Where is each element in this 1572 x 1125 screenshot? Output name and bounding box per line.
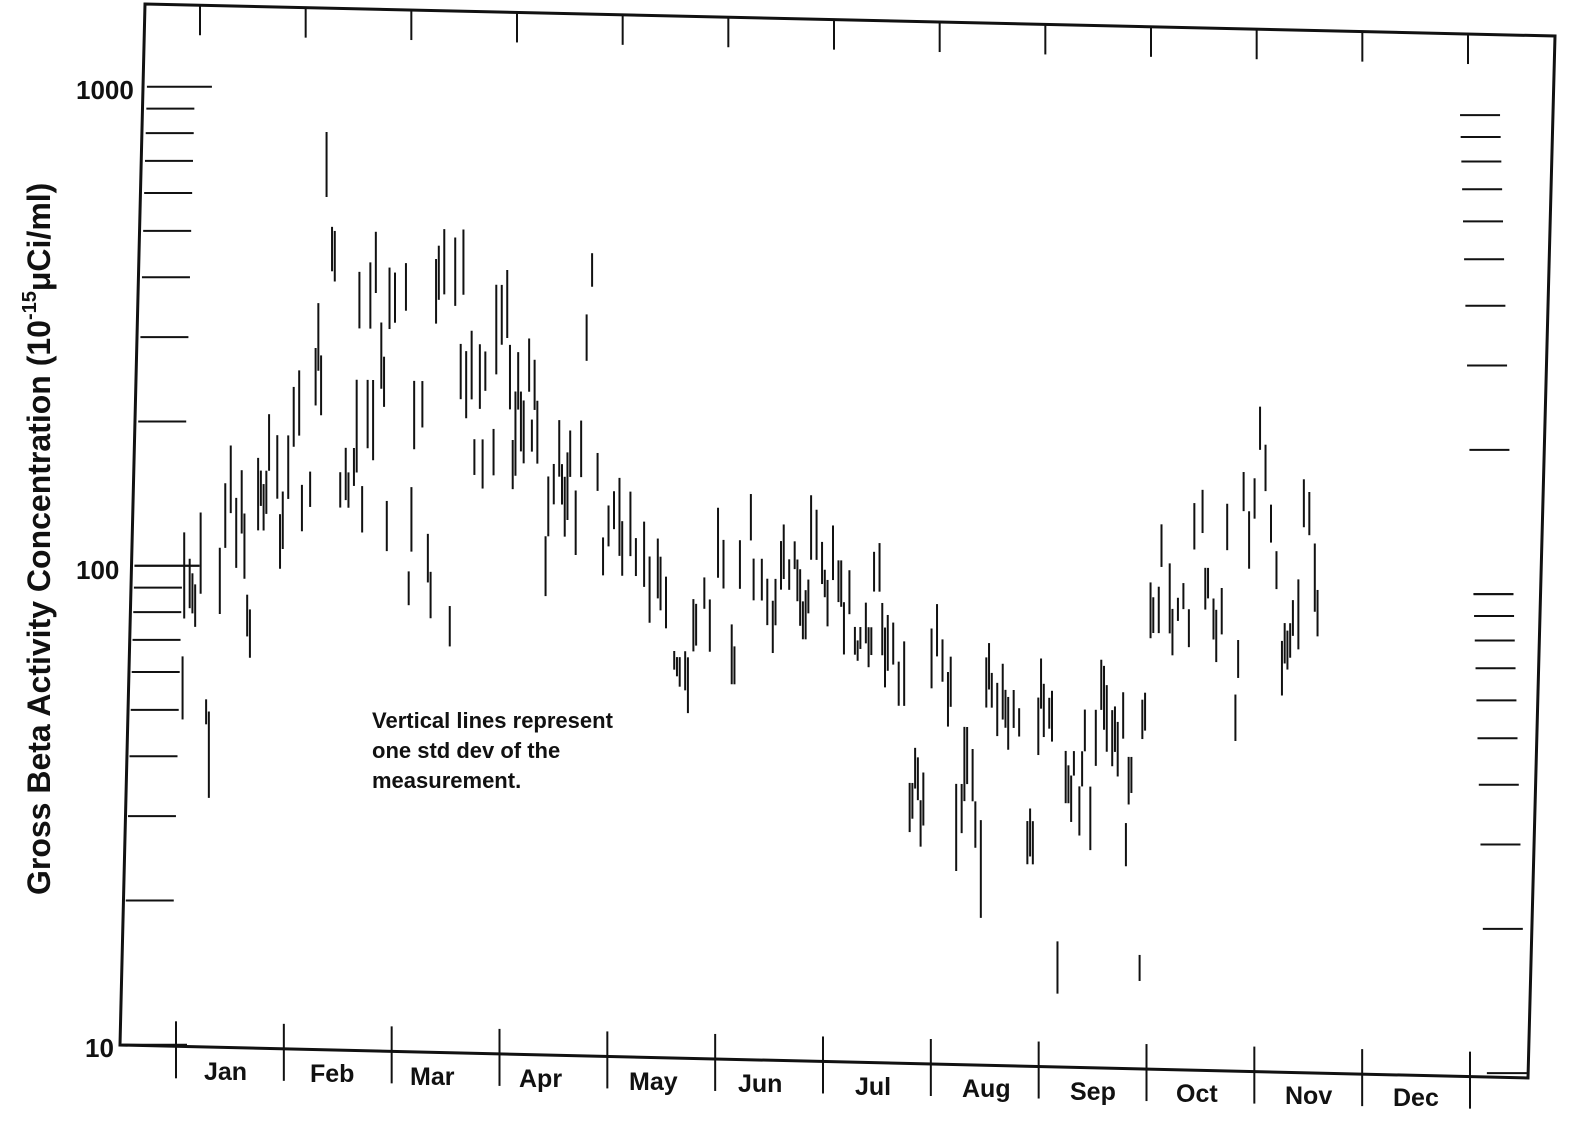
x-tick-label-jul: Jul: [855, 1073, 891, 1101]
x-axis-ticks: [175, 5, 1471, 1109]
y-axis-title-exponent: -15: [19, 291, 41, 320]
x-tick-label-jun: Jun: [738, 1070, 782, 1098]
x-tick-label-mar: Mar: [410, 1063, 455, 1091]
error-bars: [181, 131, 1319, 994]
x-tick-label-apr: Apr: [519, 1065, 562, 1093]
x-tick-label-dec: Dec: [1393, 1084, 1439, 1112]
x-tick-label-feb: Feb: [310, 1060, 354, 1088]
y-axis-title-main: Gross Beta Activity Concentration (10: [21, 320, 57, 895]
x-tick-label-aug: Aug: [962, 1075, 1011, 1103]
x-tick-label-may: May: [629, 1068, 678, 1096]
y-axis-title-unit: μCi/ml): [21, 183, 57, 291]
x-tick-label-sep: Sep: [1070, 1078, 1116, 1106]
y-axis-ticks: [122, 85, 1527, 1075]
y-tick-label-1000: 1000: [76, 75, 134, 105]
plot-frame: [118, 2, 1557, 1080]
x-tick-label-nov: Nov: [1285, 1082, 1332, 1110]
annotation-note: Vertical lines represent one std dev of …: [372, 708, 613, 793]
y-tick-label-100: 100: [76, 555, 119, 585]
y-axis-title: Gross Beta Activity Concentration (10-15…: [19, 183, 57, 895]
x-tick-label-oct: Oct: [1176, 1080, 1218, 1108]
x-tick-label-jan: Jan: [204, 1058, 247, 1086]
y-tick-label-10: 10: [85, 1033, 114, 1063]
